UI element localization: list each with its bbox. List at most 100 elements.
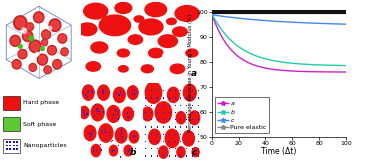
Bar [151,126,152,128]
Circle shape [183,83,197,102]
Text: Nanoparticles: Nanoparticles [23,143,67,148]
Circle shape [39,56,46,63]
Bar [120,156,121,158]
Bar [151,97,152,99]
Circle shape [143,1,169,18]
Bar [6,145,8,146]
Circle shape [90,103,105,122]
Circle shape [189,111,200,125]
Bar [151,155,152,156]
Bar [92,130,93,131]
Bar [121,129,122,131]
Bar [186,90,187,91]
Bar [163,105,164,106]
Circle shape [53,60,62,69]
Bar [95,104,96,105]
Circle shape [139,64,155,74]
Circle shape [115,2,132,14]
Bar [118,118,119,120]
Bar [192,90,193,91]
Text: Soft phase: Soft phase [23,122,56,127]
Circle shape [170,64,184,74]
Circle shape [132,15,146,23]
Bar [16,141,18,143]
Circle shape [45,67,50,73]
Circle shape [22,28,26,33]
Bar [163,126,164,128]
Bar [111,141,112,142]
Bar [163,133,164,135]
Circle shape [145,2,167,17]
Circle shape [129,131,139,143]
Circle shape [184,48,200,58]
Bar [169,126,170,128]
Circle shape [123,107,133,121]
Bar [169,119,170,120]
Circle shape [82,2,110,20]
Bar [157,90,158,91]
Bar [3,117,20,131]
Bar [113,114,114,115]
Bar [109,135,110,136]
Circle shape [113,1,133,15]
Bar [186,97,187,99]
Circle shape [48,45,56,55]
Circle shape [91,42,108,53]
Bar [169,105,170,106]
Bar [198,112,199,113]
Circle shape [145,82,162,103]
Bar [192,112,193,113]
Bar [118,95,119,96]
Bar [85,88,86,89]
Circle shape [159,146,168,158]
Circle shape [113,87,125,103]
Bar [112,151,113,152]
Bar [186,133,187,135]
Bar [186,148,187,149]
Circle shape [107,106,120,122]
Bar [13,148,15,150]
Circle shape [175,6,199,21]
Bar [127,113,129,114]
Bar [163,155,164,156]
Bar [198,119,199,120]
Circle shape [43,40,47,44]
Circle shape [171,26,189,38]
Bar [83,112,84,113]
Circle shape [123,144,133,157]
Y-axis label: Percentage decrease in Young's Modulus (%): Percentage decrease in Young's Modulus (… [188,14,193,132]
Circle shape [35,14,42,21]
Bar [198,126,199,128]
Circle shape [144,81,163,104]
Circle shape [14,16,27,30]
Bar [92,91,93,93]
Bar [157,148,158,149]
Circle shape [31,42,39,51]
Circle shape [84,125,96,141]
Bar [113,115,114,116]
Circle shape [82,85,94,100]
Bar [112,118,113,119]
Bar [105,131,106,133]
Circle shape [124,145,132,156]
Circle shape [191,146,200,158]
Circle shape [91,144,101,157]
Bar [114,150,115,151]
Circle shape [119,66,128,72]
Bar [157,119,158,120]
Circle shape [149,48,163,58]
Bar [98,111,99,112]
Circle shape [108,144,118,157]
Circle shape [19,51,26,57]
Bar [102,89,103,90]
Bar [128,117,129,118]
Circle shape [176,146,186,159]
Circle shape [29,36,34,41]
Bar [109,132,110,133]
Text: b: b [129,148,136,157]
Circle shape [165,129,179,148]
Bar [90,132,91,133]
Bar [163,141,164,142]
Bar [96,150,98,152]
Bar [16,148,18,150]
